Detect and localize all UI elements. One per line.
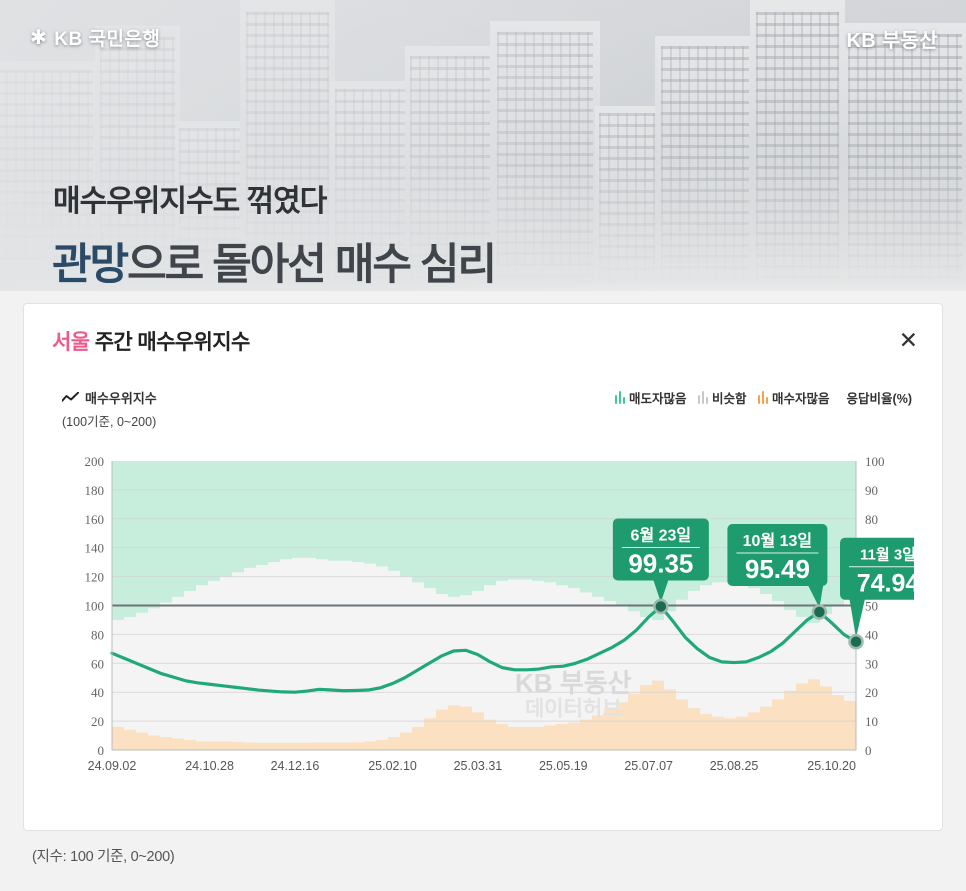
y-tick-label-left: 40 — [91, 685, 104, 700]
y-tick-label-right: 40 — [865, 627, 878, 642]
kb-logo: ✱ KB 국민은행 — [30, 24, 160, 51]
callout-date: 6월 23일 — [631, 526, 692, 544]
y-tick-label-left: 200 — [85, 454, 105, 469]
hero-subtitle: 매수우위지수도 꺾였다 — [53, 185, 327, 218]
x-tick-label: 24.09.02 — [88, 759, 137, 773]
legend-line-entry: 매수우위지수 — [62, 388, 157, 407]
line-chart-icon — [62, 392, 79, 402]
y-tick-label-left: 120 — [85, 570, 105, 585]
watermark-line2: 데이터허브 — [525, 697, 622, 720]
bars-icon-seller — [614, 391, 625, 404]
chart-caption: (지수: 100 기준, 0~200) — [32, 849, 175, 865]
hero-banner: ✱ KB 국민은행 KB 부동산 매수우위지수도 꺾였다 관망으로 돌아선 매수… — [0, 0, 966, 291]
hero-overlay — [0, 0, 966, 291]
callout-tail — [849, 597, 866, 638]
area-seller-many — [112, 461, 856, 623]
y-tick-label-right: 100 — [865, 454, 885, 469]
watermark-line1: KB 부동산 — [515, 668, 632, 698]
hero-title-highlight: 관망 — [52, 241, 129, 289]
kb-brand-right: KB 부동산 — [846, 30, 938, 52]
callout-tail — [807, 584, 824, 609]
annotation-callout: 10월 13일 95.49 — [727, 524, 828, 609]
callout-value: 95.49 — [745, 554, 810, 584]
x-tick-label: 25.07.07 — [624, 759, 673, 773]
legend-line-sub: (100기준, 0~200) — [62, 415, 157, 429]
x-tick-label: 24.12.16 — [271, 759, 320, 773]
y-tick-label-left: 60 — [91, 656, 104, 671]
y-tick-label-right: 90 — [865, 483, 878, 498]
data-point-marker — [848, 633, 864, 650]
annotation-callout: 6월 23일 99.35 — [612, 518, 709, 603]
data-point-marker — [653, 598, 669, 615]
y-tick-label-left: 100 — [85, 599, 105, 614]
legend-line-label: 매수우위지수 — [85, 391, 157, 406]
callout-date: 11월 3일 — [860, 547, 914, 564]
annotation-callout: 11월 3일 74.94 — [840, 537, 914, 638]
legend-right: 매도자많음 비슷함 매수자많음 응답비율(%) — [614, 388, 912, 407]
legend-label-similar: 비슷함 — [712, 392, 747, 406]
y-tick-label-left: 0 — [98, 743, 105, 758]
card-title: 서울 주간 매수우위지수 — [52, 326, 250, 356]
bars-icon-similar — [697, 391, 709, 404]
card-title-rest: 주간 매수우위지수 — [89, 331, 251, 354]
y-tick-label-left: 180 — [85, 483, 105, 498]
x-tick-label: 25.05.19 — [539, 759, 588, 773]
chart-legend: 매수우위지수 (100기준, 0~200) 매도자많음 비슷함 매수자많음 응답… — [62, 388, 912, 429]
close-icon[interactable]: ✕ — [898, 327, 918, 354]
legend-item-buyer: 매수자많음 — [757, 388, 830, 407]
kb-star-icon: ✱ — [30, 26, 48, 49]
chart-card: 서울 주간 매수우위지수 ✕ 매수우위지수 (100기준, 0~200) 매도자… — [23, 303, 943, 831]
legend-label-buyer: 매수자많음 — [772, 392, 830, 406]
callout-box — [727, 524, 828, 587]
data-point-marker — [811, 604, 828, 620]
legend-item-similar: 비슷함 — [697, 388, 747, 407]
y-tick-label-left: 20 — [91, 714, 104, 729]
y-tick-label-right: 30 — [865, 656, 878, 671]
x-tick-label: 25.02.10 — [368, 759, 417, 773]
card-header: 서울 주간 매수우위지수 ✕ — [52, 326, 918, 356]
chart-plot-area: KB 부동산 데이터허브 0 20 40 60 80 100 120 140 160 180 200 0 1… — [54, 444, 914, 789]
bars-icon-buyer — [757, 391, 769, 404]
x-tick-label: 25.03.31 — [454, 759, 503, 773]
card-title-city: 서울 — [52, 331, 90, 354]
legend-item-seller: 매도자많음 — [614, 388, 687, 407]
callout-value: 74.94 — [857, 570, 914, 598]
legend-response-label: 응답비율(%) — [846, 392, 912, 406]
hero-title: 관망으로 돌아선 매수 심리 — [52, 230, 497, 291]
callout-value: 99.35 — [628, 548, 693, 578]
area-buyer-many — [112, 679, 856, 750]
callout-box — [840, 537, 914, 600]
kb-logo-text: KB 국민은행 — [54, 29, 161, 50]
y-tick-label-right: 10 — [865, 714, 878, 729]
x-tick-label: 25.10.20 — [807, 759, 856, 773]
x-tick-label: 24.10.28 — [185, 759, 234, 773]
y-tick-label-right: 80 — [865, 512, 878, 527]
y-tick-label-left: 160 — [85, 512, 105, 527]
x-tick-label: 25.08.25 — [710, 759, 759, 773]
y-tick-label-left: 140 — [85, 541, 105, 556]
hero-title-rest: 으로 돌아선 매수 심리 — [127, 241, 497, 289]
callout-box — [612, 518, 709, 581]
y-tick-label-right: 50 — [865, 599, 878, 614]
callout-date: 10월 13일 — [743, 532, 812, 550]
legend-label-seller: 매도자많음 — [629, 392, 687, 406]
y-tick-label-right: 0 — [865, 743, 872, 758]
y-tick-label-left: 80 — [91, 627, 104, 642]
legend-left: 매수우위지수 (100기준, 0~200) — [62, 388, 157, 430]
y-tick-label-right: 20 — [865, 685, 878, 700]
index-line — [110, 604, 858, 694]
callout-tail — [652, 578, 669, 603]
